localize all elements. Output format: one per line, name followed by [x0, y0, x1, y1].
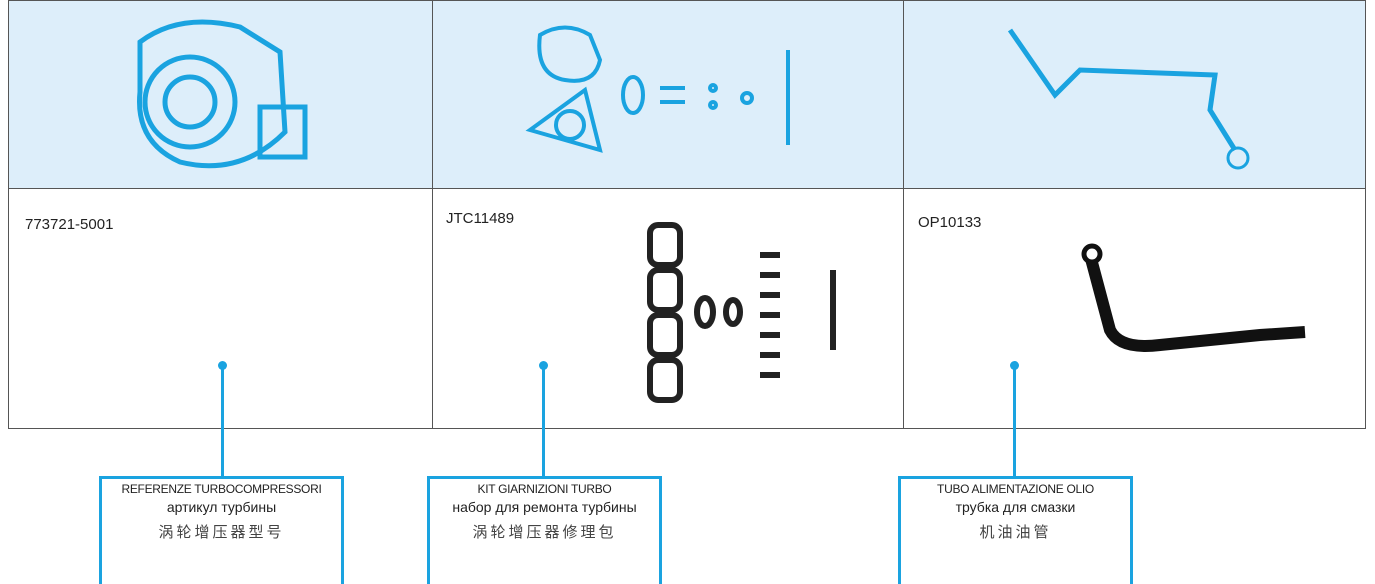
callout-line — [542, 368, 545, 478]
label-box: TUBO ALIMENTAZIONE OLIO трубка для смазк… — [898, 476, 1133, 584]
label-ru: набор для ремонта турбины — [452, 499, 637, 515]
image-cell — [432, 0, 904, 189]
label-ru: артикул турбины — [166, 499, 277, 515]
label-it: TUBO ALIMENTAZIONE OLIO — [937, 482, 1094, 496]
image-cell — [8, 0, 433, 189]
label-it: REFERENZE TURBOCOMPRESSORI — [121, 482, 322, 496]
label-ru: трубка для смазки — [955, 499, 1076, 515]
part-cell — [903, 188, 1366, 429]
part-number: 773721-5001 — [25, 216, 114, 233]
callout-line — [221, 368, 224, 478]
label-box: KIT GIARNIZIONI TURBO набор для ремонта … — [427, 476, 662, 584]
kit-icon — [647, 222, 836, 403]
callout-dot — [218, 361, 227, 370]
part-number: JTC11489 — [446, 210, 515, 227]
turbo-icon — [137, 19, 308, 169]
label-box: REFERENZE TURBOCOMPRESSORI артикул турби… — [99, 476, 344, 584]
callout-line — [1013, 368, 1016, 478]
label-zh: 涡轮增压器型号 — [158, 524, 285, 541]
callout-dot — [1010, 361, 1019, 370]
part-number: OP10133 — [918, 214, 982, 231]
callout-dot — [539, 361, 548, 370]
label-it: KIT GIARNIZIONI TURBO — [477, 482, 612, 496]
part-cell — [8, 188, 433, 429]
pipe-icon — [1007, 28, 1250, 170]
label-zh: 涡轮增压器修理包 — [472, 524, 617, 541]
label-zh: 机油油管 — [979, 524, 1052, 541]
gasket-icon — [525, 25, 790, 153]
oil-pipe-icon — [1081, 243, 1306, 352]
